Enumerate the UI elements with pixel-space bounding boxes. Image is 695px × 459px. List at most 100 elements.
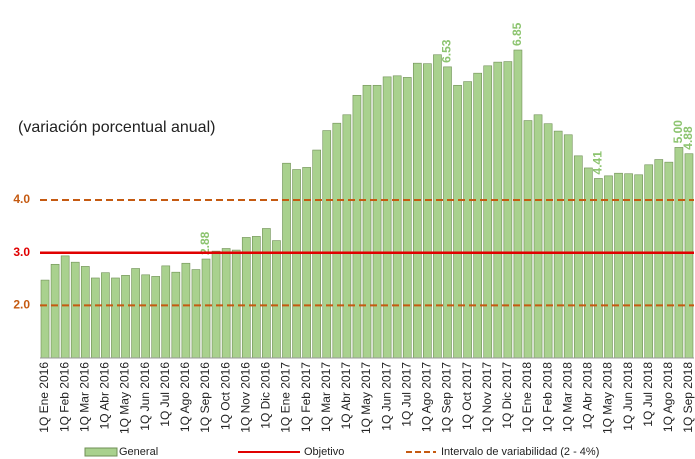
x-tick-label: 1Q Abr 2016: [98, 362, 112, 430]
bar: [433, 54, 442, 359]
bar: [392, 75, 402, 359]
bar: [624, 173, 633, 359]
bar: [513, 49, 523, 359]
x-tick-label: 1Q Ago 2016: [178, 362, 192, 432]
x-tick-label: 1Q Nov 2016: [238, 362, 252, 433]
bar: [201, 258, 211, 359]
x-tick-label: 1Q Jul 2018: [641, 362, 655, 427]
x-tick-label: 1Q Oct 2017: [460, 362, 474, 430]
legend-label: General: [119, 446, 158, 458]
bar: [362, 84, 372, 359]
bar: [463, 81, 472, 359]
x-tick-label: 1Q Jun 2018: [621, 362, 635, 431]
data-label: 5.00: [671, 120, 685, 144]
bar: [231, 249, 241, 359]
bar: [503, 61, 513, 359]
bar: [272, 240, 281, 359]
bar: [262, 228, 271, 359]
x-tick-label: 1Q Dic 2017: [500, 362, 514, 429]
bar: [402, 77, 412, 359]
bar: [80, 266, 90, 359]
bar: [483, 65, 493, 359]
bar: [322, 130, 332, 359]
x-tick-label: 1Q Mar 2016: [77, 362, 91, 432]
bar: [50, 263, 60, 359]
bar: [111, 277, 120, 359]
bar: [604, 175, 613, 359]
x-tick-label: 1Q May 2016: [118, 362, 132, 434]
x-tick-label: 1Q Sep 2016: [198, 362, 212, 433]
bar: [312, 149, 322, 359]
x-tick-label: 1Q Jun 2017: [379, 362, 393, 431]
bar: [533, 114, 543, 359]
x-tick-label: 1Q Ene 2017: [279, 362, 293, 433]
bar: [141, 274, 150, 359]
bar: [70, 261, 80, 359]
bar: [181, 262, 191, 359]
bar: [40, 279, 50, 359]
bar: [664, 161, 674, 359]
bar: [523, 120, 533, 359]
x-tick-label: 1Q Jun 2016: [138, 362, 152, 431]
annotation: (variación porcentual anual): [18, 119, 215, 136]
x-tick-label: 1Q Abr 2018: [581, 362, 595, 430]
bar: [251, 236, 261, 359]
x-tick-label: 1Q Feb 2016: [57, 362, 71, 432]
bar: [584, 167, 593, 359]
x-tick-label: 1Q Ene 2018: [520, 362, 534, 433]
bar: [221, 248, 231, 359]
bar: [292, 169, 301, 359]
bar: [473, 72, 483, 359]
bar: [131, 268, 140, 359]
bar: [684, 153, 694, 359]
bar: [352, 94, 362, 359]
bar: [412, 62, 422, 359]
bar: [121, 275, 130, 359]
data-label: 4.41: [591, 151, 605, 175]
bar: [332, 122, 342, 359]
bar: [101, 272, 110, 359]
bar: [493, 61, 503, 359]
bar: [634, 174, 643, 359]
x-tick-label: 1Q Mar 2017: [319, 362, 333, 432]
x-tick-label: 1Q Sep 2018: [681, 362, 695, 433]
bar: [302, 167, 311, 359]
x-tick-label: 1Q May 2018: [601, 362, 615, 434]
x-tick-label: 1Q Dic 2016: [259, 362, 273, 429]
x-tick-label: 1Q Jul 2017: [399, 362, 413, 427]
bar: [161, 265, 171, 359]
bar: [282, 162, 291, 359]
bar: [91, 277, 100, 359]
x-tick-label: 1Q Sep 2017: [440, 362, 454, 433]
bar: [543, 123, 553, 359]
legend-label: Objetivo: [304, 446, 344, 458]
x-tick-label: 1Q Jul 2016: [158, 362, 172, 427]
x-tick-label: 1Q Feb 2017: [299, 362, 313, 432]
y-tick-label: 2.0: [13, 298, 30, 312]
bar: [453, 84, 462, 359]
bar: [191, 269, 201, 359]
data-label: 2.88: [198, 231, 212, 255]
data-label: 6.53: [440, 39, 454, 63]
bar: [553, 130, 563, 359]
y-tick-label: 4.0: [13, 192, 30, 206]
y-tick-label: 3.0: [13, 245, 30, 259]
x-tick-label: 1Q Mar 2018: [560, 362, 574, 432]
legend-label: Intervalo de variabilidad (2 - 4%): [441, 446, 599, 458]
bar: [372, 84, 382, 359]
x-tick-label: 1Q Ago 2017: [420, 362, 434, 432]
bar: [423, 63, 432, 359]
bar: [573, 155, 583, 359]
bar: [382, 76, 392, 359]
bar: [60, 255, 70, 359]
bar: [644, 164, 654, 359]
x-tick-label: 1Q Oct 2016: [218, 362, 232, 430]
bar: [151, 276, 161, 359]
bar: [443, 66, 452, 359]
x-tick-label: 1Q May 2017: [359, 362, 373, 434]
bar: [342, 114, 352, 359]
bar: [241, 237, 251, 359]
legend-swatch: [84, 447, 118, 457]
bar: [654, 159, 664, 359]
